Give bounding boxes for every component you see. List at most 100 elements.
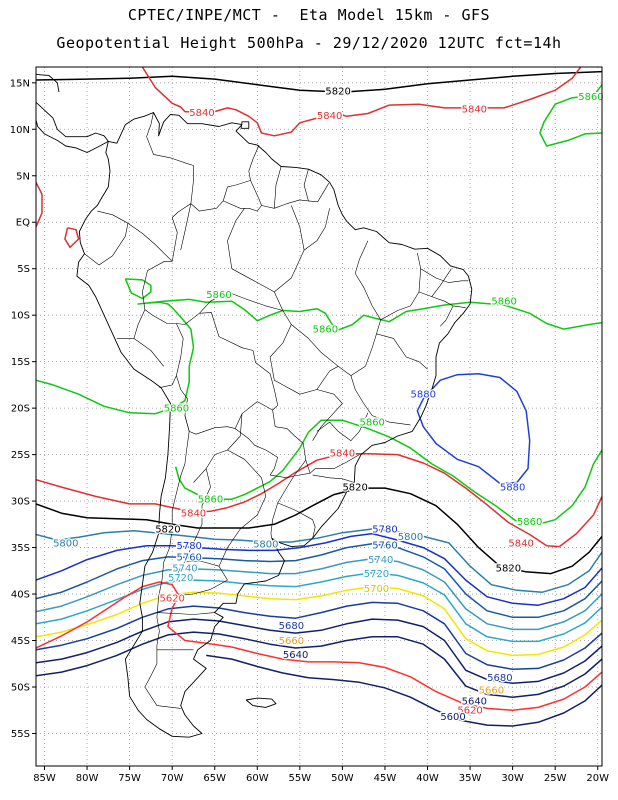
contour-label: 5600 <box>440 712 465 723</box>
map-title-line-1: CPTEC/INPE/MCT - Eta Model 15km - GFS <box>127 6 491 24</box>
contour-line <box>36 452 602 548</box>
political-border <box>146 112 260 212</box>
contour-label: 5800 <box>398 532 423 543</box>
lat-lon-grid <box>36 67 602 766</box>
lon-tick-label: 50W <box>331 773 354 784</box>
political-border <box>176 375 273 435</box>
height-contours <box>36 67 602 727</box>
contour-label: 5640 <box>283 650 308 661</box>
lat-tick-label: 50S <box>11 682 30 693</box>
contour-line <box>36 487 602 575</box>
contour-label: 5620 <box>457 706 482 717</box>
political-border <box>350 240 381 376</box>
lat-tick-label: EQ <box>16 218 30 229</box>
contour-label: 5660 <box>279 636 304 647</box>
political-border <box>431 268 452 297</box>
contour-label: 5880 <box>411 390 436 401</box>
contour-label: 5840 <box>462 104 487 115</box>
lat-tick-label: 40S <box>11 590 30 601</box>
contour-line <box>36 601 602 671</box>
coastline <box>76 112 473 738</box>
island-outline <box>196 50 210 55</box>
lon-tick-label: 70W <box>161 773 184 784</box>
lat-tick-label: 20S <box>11 404 30 415</box>
contour-label: 5820 <box>342 483 367 494</box>
lat-tick-label: 5N <box>16 171 30 182</box>
political-border <box>235 409 307 479</box>
political-border <box>193 413 243 483</box>
lon-tick-label: 30W <box>501 773 524 784</box>
contour-line <box>141 67 582 137</box>
political-border <box>316 412 369 441</box>
political-border <box>133 309 164 367</box>
lat-tick-label: 10N <box>10 125 30 136</box>
contour-label: 5740 <box>172 564 197 575</box>
island-outline <box>134 37 187 56</box>
contour-label: 5740 <box>368 555 393 566</box>
political-border <box>231 268 411 426</box>
contour-label: 5620 <box>159 593 184 604</box>
contour-line <box>64 227 80 249</box>
political-border <box>420 268 469 283</box>
lon-tick-label: 85W <box>33 773 56 784</box>
contour-line <box>36 581 602 711</box>
island-outline <box>245 697 277 708</box>
lon-tick-label: 35W <box>459 773 482 784</box>
contour-label: 5760 <box>176 552 201 563</box>
contour-line <box>416 372 531 485</box>
contour-line <box>539 84 602 147</box>
contour-label: 5860 <box>164 404 189 415</box>
lat-tick-label: 25S <box>11 450 30 461</box>
lat-tick-label: 30S <box>11 497 30 508</box>
contour-label: 5860 <box>491 297 516 308</box>
political-border <box>218 449 267 581</box>
contour-label: 5880 <box>500 483 525 494</box>
contour-label: 5840 <box>317 111 342 122</box>
political-border <box>176 312 278 411</box>
coastline <box>36 73 60 93</box>
contour-label: 5860 <box>517 517 542 528</box>
political-border <box>312 474 355 483</box>
contour-line <box>36 618 602 685</box>
contour-label: 5820 <box>325 87 350 98</box>
political-border <box>227 208 245 269</box>
lat-tick-label: 15N <box>10 78 30 89</box>
lat-tick-label: 55S <box>11 729 30 740</box>
political-border <box>270 502 278 539</box>
contour-label: 5840 <box>330 448 355 459</box>
contour-label: 5860 <box>578 92 603 103</box>
contour-line <box>36 181 43 228</box>
political-border <box>127 222 173 262</box>
lat-tick-label: 5S <box>17 264 30 275</box>
contour-line <box>36 585 602 657</box>
political-border <box>274 166 282 209</box>
contour-label: 5680 <box>487 673 512 684</box>
coastline <box>36 101 109 153</box>
contour-label: 5780 <box>372 524 397 535</box>
lon-tick-label: 55W <box>289 773 312 784</box>
contour-label: 5820 <box>155 524 180 535</box>
lon-tick-label: 75W <box>118 773 141 784</box>
lon-tick-label: 45W <box>374 773 397 784</box>
political-border <box>277 460 316 539</box>
contour-label: 5720 <box>364 569 389 580</box>
island-outline <box>102 50 120 57</box>
political-border <box>180 203 192 251</box>
lon-tick-label: 25W <box>544 773 567 784</box>
contour-label: 5800 <box>53 538 78 549</box>
contour-line <box>36 571 602 643</box>
contour-line <box>36 298 602 415</box>
lon-tick-label: 40W <box>416 773 439 784</box>
political-border <box>142 203 192 388</box>
political-border <box>418 291 466 308</box>
political-border <box>172 579 228 597</box>
political-border <box>261 183 330 209</box>
contour-label: 5840 <box>189 108 214 119</box>
lat-tick-label: 35S <box>11 543 30 554</box>
political-border <box>274 205 305 293</box>
contour-line <box>36 70 602 93</box>
contour-line <box>36 557 602 631</box>
contour-label: 5800 <box>253 539 278 550</box>
political-border <box>380 252 421 321</box>
contour-label: 5700 <box>364 584 389 595</box>
